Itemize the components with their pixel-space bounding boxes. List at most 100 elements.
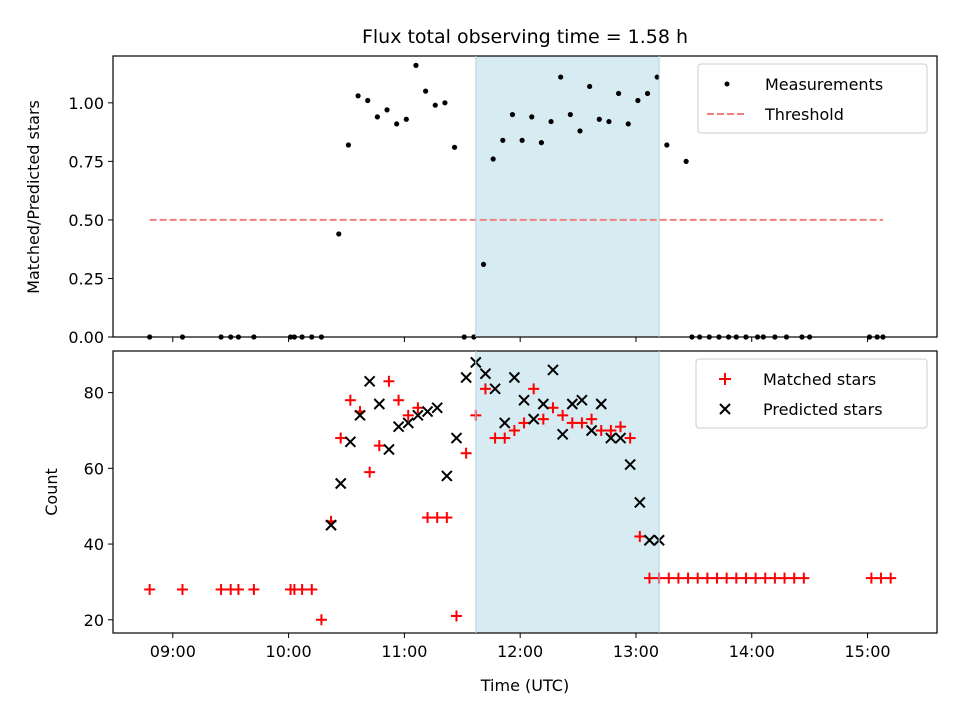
matched-stars-point bbox=[479, 383, 491, 395]
matched-stars-point bbox=[595, 424, 607, 436]
matched-stars-point bbox=[547, 402, 559, 414]
predicted-stars-point bbox=[335, 477, 347, 490]
matched-stars-point bbox=[711, 572, 723, 584]
matched-stars-point bbox=[508, 424, 520, 436]
x-tick-label: 10:00 bbox=[266, 642, 312, 661]
matched-stars-point bbox=[528, 383, 540, 395]
matched-stars-point bbox=[537, 413, 549, 425]
matched-stars-point bbox=[518, 417, 530, 429]
matched-stars-point bbox=[373, 440, 385, 452]
legend-matched-label: Matched stars bbox=[763, 370, 876, 389]
measurements-point bbox=[413, 62, 419, 68]
matched-stars-point bbox=[634, 530, 646, 542]
matched-stars-point bbox=[624, 432, 636, 444]
matched-stars-point bbox=[450, 610, 462, 622]
measurements-point bbox=[394, 121, 400, 127]
predicted-stars-point bbox=[566, 398, 578, 410]
predicted-stars-point bbox=[585, 424, 598, 437]
predicted-stars-point bbox=[508, 371, 521, 384]
matched-stars-point bbox=[315, 614, 327, 626]
predicted-stars-point bbox=[325, 519, 337, 531]
predicted-stars-point bbox=[643, 534, 656, 546]
bottom-panel-frame bbox=[112, 350, 938, 634]
matched-stars-point bbox=[306, 583, 318, 595]
matched-stars-point bbox=[769, 572, 781, 584]
measurements-point bbox=[644, 90, 651, 97]
legend-threshold-label: Threshold bbox=[764, 105, 844, 124]
measurements-point bbox=[538, 140, 545, 146]
measurements-point bbox=[577, 128, 583, 134]
predicted-stars-point bbox=[556, 428, 569, 440]
y-tick-label: 0.50 bbox=[68, 211, 104, 230]
measurements-point bbox=[596, 116, 602, 122]
matched-stars-point bbox=[460, 447, 472, 459]
measurements-point bbox=[355, 93, 361, 99]
measurements-point bbox=[519, 137, 525, 143]
matched-stars-point bbox=[875, 572, 887, 584]
measurements-point bbox=[654, 74, 660, 80]
matched-stars-point bbox=[344, 394, 356, 406]
legend-measurements-marker bbox=[724, 81, 730, 87]
matched-stars-point bbox=[759, 572, 771, 584]
top-legend-box bbox=[697, 63, 928, 134]
matched-stars-point bbox=[383, 375, 395, 387]
matched-stars-point bbox=[692, 572, 704, 584]
matched-stars-point bbox=[682, 572, 694, 584]
matched-stars-point bbox=[605, 424, 617, 436]
matched-stars-point bbox=[176, 583, 188, 595]
measurements-point bbox=[548, 118, 554, 125]
matched-stars-point bbox=[489, 432, 501, 444]
measurements-point bbox=[625, 121, 631, 127]
measurements-point bbox=[606, 118, 612, 125]
measurements-point bbox=[500, 137, 506, 143]
predicted-stars-point bbox=[527, 413, 540, 425]
matched-stars-point bbox=[615, 421, 627, 433]
legend-measurements-label: Measurements bbox=[765, 75, 883, 94]
predicted-stars-point bbox=[373, 398, 386, 410]
x-axis-label: Time (UTC) bbox=[480, 676, 569, 695]
matched-stars-point bbox=[885, 572, 897, 584]
measurements-point bbox=[365, 97, 371, 104]
measurements-point bbox=[374, 114, 380, 120]
measurements-point bbox=[432, 102, 438, 108]
matched-stars-point bbox=[431, 512, 443, 524]
matched-stars-point bbox=[296, 583, 308, 595]
predicted-stars-point bbox=[499, 417, 511, 429]
measurements-point bbox=[345, 142, 352, 148]
matched-stars-point bbox=[643, 572, 655, 584]
top-panel-y-ticks: 0.00 0.25 0.50 0.75 1.00 bbox=[68, 94, 113, 347]
x-tick-label: 15:00 bbox=[844, 642, 890, 661]
bottom-panel: 20 40 60 80 09:00 10:00 11:00 12:00 13:00 14:00 1… bbox=[42, 350, 938, 695]
measurements-point bbox=[509, 111, 516, 118]
measurements-point bbox=[451, 144, 458, 150]
x-tick-label: 11:00 bbox=[381, 642, 427, 661]
measurements-point bbox=[615, 90, 622, 97]
measurements-point bbox=[384, 107, 390, 113]
bottom-panel-x-ticks: 09:00 10:00 11:00 12:00 13:00 14:00 15:00 bbox=[150, 633, 891, 661]
measurements-point bbox=[403, 116, 409, 122]
matched-stars-point bbox=[499, 432, 511, 444]
matched-stars-point bbox=[566, 417, 578, 429]
matched-stars-point bbox=[364, 466, 376, 478]
matched-stars-point bbox=[865, 572, 877, 584]
x-tick-label: 09:00 bbox=[150, 642, 196, 661]
top-panel: 0.00 0.25 0.50 0.75 1.00 Flux total observin… bbox=[24, 26, 938, 347]
matched-stars-point bbox=[232, 583, 244, 595]
x-tick-label: 13:00 bbox=[613, 642, 659, 661]
predicted-stars-point bbox=[479, 368, 492, 380]
predicted-stars-point bbox=[518, 394, 530, 406]
predicted-stars-point bbox=[547, 364, 559, 376]
y-tick-label: 80 bbox=[84, 384, 104, 403]
matched-stars-point bbox=[422, 512, 434, 524]
matched-stars-point bbox=[721, 572, 733, 584]
top-panel-x-ticks bbox=[172, 337, 869, 342]
chart-title: Flux total observing time = 1.58 h bbox=[362, 26, 688, 48]
legend-predicted-marker bbox=[719, 403, 731, 415]
matched-stars-point bbox=[672, 572, 684, 584]
matched-stars-point bbox=[750, 572, 762, 584]
bottom-legend-box bbox=[695, 358, 928, 429]
predicted-stars-point bbox=[441, 470, 453, 482]
matched-stars-point bbox=[779, 572, 791, 584]
predicted-stars-point bbox=[605, 432, 617, 444]
bottom-panel-y-ticks: 20 40 60 80 bbox=[84, 384, 113, 630]
